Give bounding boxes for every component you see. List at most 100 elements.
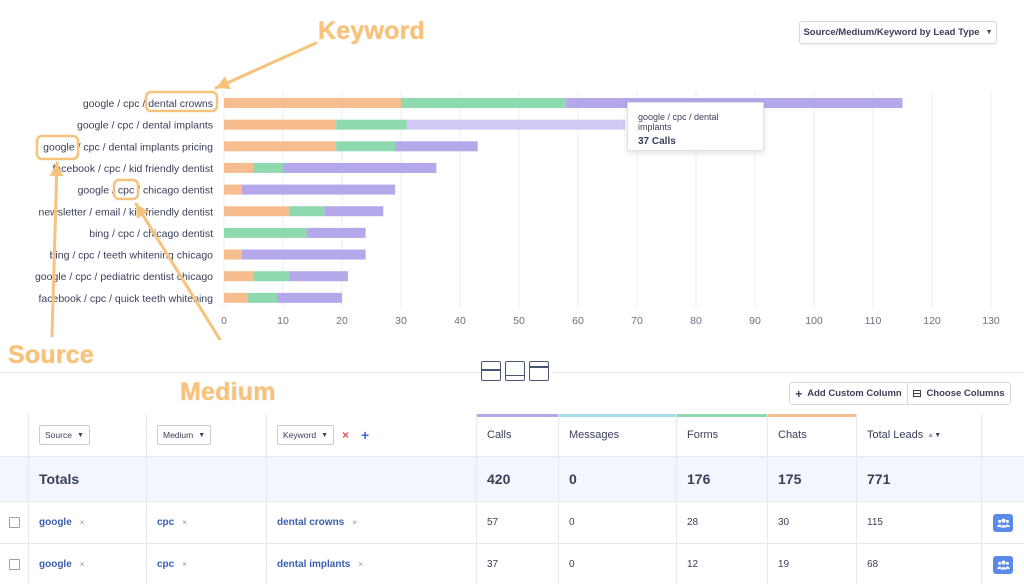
- keyword-link[interactable]: dental implants: [277, 559, 351, 570]
- x-tick-label: 120: [923, 315, 941, 327]
- row-checkbox[interactable]: [8, 517, 20, 528]
- messages-cell: 0: [559, 502, 677, 543]
- bar-segment-forms[interactable]: [401, 98, 567, 108]
- bar-segment-forms[interactable]: [247, 292, 278, 303]
- medium-link[interactable]: cpc: [157, 559, 175, 570]
- add-custom-column-button[interactable]: + Add Custom Column: [789, 382, 908, 405]
- row-actions-cell: [982, 502, 1024, 543]
- forms-value: 12: [687, 559, 699, 570]
- bar-segment-chats[interactable]: [224, 206, 289, 217]
- medium-link[interactable]: cpc: [157, 517, 175, 528]
- add-dimension-button[interactable]: +: [361, 427, 370, 443]
- bar-segment-calls[interactable]: [241, 249, 366, 260]
- messages-value: 0: [569, 559, 575, 570]
- chart-bars: [224, 98, 903, 303]
- source-cell: google ×: [29, 544, 147, 584]
- chats-value: 30: [778, 517, 790, 528]
- row-checkbox[interactable]: [8, 559, 20, 570]
- totals-empty-cell: [0, 457, 29, 501]
- x-tick-label: 50: [513, 315, 525, 327]
- source-filter-select[interactable]: Source ▼: [39, 425, 90, 445]
- source-link[interactable]: google: [39, 517, 72, 528]
- table-header-row: Source ▼ Medium ▼ Keyword ▼ × + Calls Me…: [0, 414, 1024, 457]
- medium-filter-select[interactable]: Medium ▼: [157, 425, 212, 445]
- bar-segment-forms[interactable]: [253, 162, 284, 173]
- bar-segment-calls[interactable]: [277, 292, 342, 303]
- annotation-keyword: Keyword: [318, 17, 425, 45]
- totals-chats-cell: 175: [768, 457, 857, 501]
- bar-segment-calls[interactable]: [288, 271, 348, 282]
- totals-calls-cell: 420: [477, 457, 559, 501]
- bar-segment-chats[interactable]: [224, 162, 254, 173]
- keyword-filter-select[interactable]: Keyword ▼: [277, 425, 335, 445]
- exclude-source-icon[interactable]: ×: [79, 560, 85, 569]
- bar-segment-forms[interactable]: [336, 141, 396, 152]
- totals-forms: 176: [687, 471, 711, 487]
- chart-x-ticks: 0 10 20 30 40 50 60 70 80 90 100 110 120 130: [221, 315, 1000, 327]
- category-label: google / cpc / dental crowns: [83, 98, 213, 110]
- remove-dimension-button[interactable]: ×: [342, 428, 350, 442]
- source-filter-label: Source: [45, 430, 72, 440]
- view-leads-button[interactable]: [993, 555, 1013, 574]
- annotation-medium: Medium: [180, 378, 276, 406]
- plus-icon: +: [795, 386, 803, 401]
- bar-segment-chats[interactable]: [224, 292, 248, 303]
- header-source-cell: Source ▼: [29, 414, 147, 456]
- total-leads-header-label: Total Leads: [867, 429, 924, 441]
- chart-tooltip: google / cpc / dental implants 37 Calls: [627, 102, 764, 151]
- medium-arrow: [134, 202, 222, 340]
- total-leads-cell: 68: [857, 544, 982, 584]
- exclude-keyword-icon[interactable]: ×: [352, 518, 357, 527]
- bar-segment-chats[interactable]: [224, 184, 242, 195]
- exclude-keyword-icon[interactable]: ×: [358, 560, 364, 569]
- bar-segment-forms[interactable]: [288, 206, 325, 217]
- bar-segment-chats[interactable]: [224, 98, 401, 108]
- totals-calls: 420: [487, 471, 511, 487]
- category-label: bing / cpc / chicago dentist: [89, 228, 213, 240]
- source-arrow-head: [49, 163, 64, 177]
- source-cell: google ×: [29, 502, 147, 543]
- bar-segment-chats[interactable]: [224, 141, 337, 152]
- exclude-source-icon[interactable]: ×: [79, 518, 85, 527]
- bar-segment-forms[interactable]: [336, 119, 407, 130]
- chats-cell: 30: [768, 502, 857, 543]
- total-leads-value: 68: [867, 559, 879, 570]
- header-calls[interactable]: Calls: [477, 414, 559, 456]
- totals-chats: 175: [778, 471, 802, 487]
- forms-value: 28: [687, 517, 699, 528]
- source-arrow: [50, 161, 59, 338]
- table-focus-view-icon[interactable]: [529, 361, 549, 381]
- bar-segment-chats[interactable]: [224, 119, 337, 130]
- x-tick-label: 40: [454, 315, 466, 327]
- header-chats[interactable]: Chats: [768, 414, 857, 456]
- bar-segment-chats[interactable]: [224, 249, 242, 260]
- bar-segment-forms[interactable]: [253, 271, 289, 282]
- bar-segment-calls[interactable]: [306, 227, 366, 238]
- keyword-link[interactable]: dental crowns: [277, 517, 345, 528]
- keyword-filter-label: Keyword: [283, 430, 317, 440]
- lead-type-bar-chart: google / cpc / dental crowns google / cpc…: [35, 41, 1000, 340]
- choose-columns-button[interactable]: Choose Columns: [907, 382, 1011, 405]
- annotation-highlight-box: [112, 178, 140, 201]
- bar-segment-calls[interactable]: [324, 206, 384, 217]
- header-messages[interactable]: Messages: [559, 414, 677, 456]
- exclude-medium-icon[interactable]: ×: [182, 518, 187, 527]
- bar-segment-chats[interactable]: [224, 271, 254, 282]
- bar-segment-forms[interactable]: [224, 227, 307, 238]
- total-leads-cell: 115: [857, 502, 982, 543]
- bar-segment-calls[interactable]: [406, 119, 626, 130]
- category-label: bing / cpc / teeth whitening chicago: [50, 250, 214, 262]
- annotation-markers: [35, 41, 318, 340]
- bar-segment-calls[interactable]: [283, 162, 437, 173]
- bar-segment-calls[interactable]: [241, 184, 396, 195]
- source-link[interactable]: google: [39, 559, 72, 570]
- exclude-medium-icon[interactable]: ×: [182, 560, 187, 569]
- view-leads-button[interactable]: [993, 513, 1013, 532]
- bar-segment-calls[interactable]: [395, 141, 478, 152]
- people-icon: [996, 560, 1010, 569]
- split-view-icon[interactable]: [481, 361, 501, 381]
- header-total-leads[interactable]: Total Leads ▲▼: [857, 414, 982, 456]
- report-type-dropdown[interactable]: Source/Medium/Keyword by Lead Type ▼: [799, 21, 997, 44]
- chart-focus-view-icon[interactable]: [505, 361, 525, 381]
- header-forms[interactable]: Forms: [677, 414, 768, 456]
